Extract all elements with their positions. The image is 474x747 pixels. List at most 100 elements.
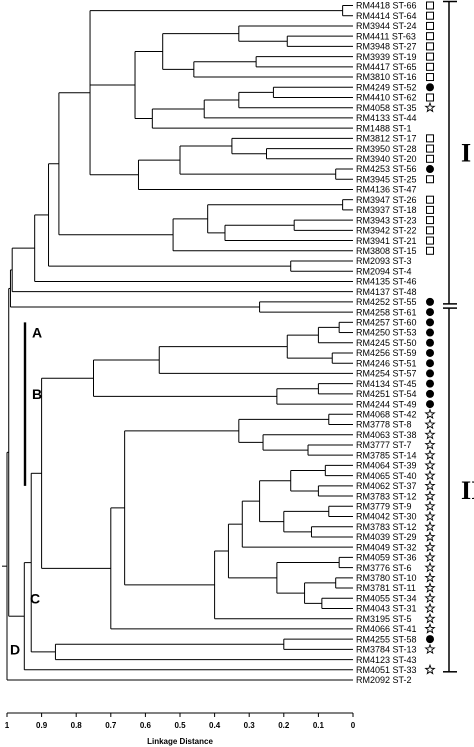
leaf-label: RM4123 ST-43 [356,655,417,665]
leaf-label: RM3779 ST-9 [356,501,412,511]
filled-circle-marker [426,328,434,337]
filled-circle-marker [426,308,434,317]
open-star-marker [424,541,436,552]
open-star-marker [424,643,436,655]
open-star-marker [424,408,436,420]
open-square-marker [426,236,434,245]
open-square-marker [426,134,434,143]
filled-circle-marker [426,379,434,388]
filled-circle-marker [426,400,434,409]
cluster-label-b: B [32,386,42,402]
filled-circle-marker [426,338,434,347]
leaf-label: RM4062 ST-37 [356,481,417,491]
x-tick-label: 0.2 [278,721,290,730]
leaf-label: RM3941 ST-21 [356,236,417,246]
leaf-label: RM4137 ST-48 [356,287,417,297]
leaf-label: RM4133 ST-44 [356,113,417,123]
filled-circle-marker [426,165,434,174]
open-square-marker [426,154,434,163]
leaf-label: RM1488 ST-1 [356,123,412,133]
leaf-label: RM3948 ST-27 [356,42,417,52]
open-star-marker [424,623,436,634]
leaf-label: RM4411 ST-63 [356,31,416,41]
leaf-label: RM3808 ST-15 [356,246,417,256]
open-star-marker [424,418,436,430]
open-square-marker [426,93,434,102]
open-star-marker [424,459,436,471]
leaf-label: RM3810 ST-16 [356,72,417,82]
leaf-label: RM4257 ST-60 [356,318,417,328]
cluster-labels: A B C D [10,325,42,658]
leaf-label: RM4066 ST-41 [356,624,417,634]
open-star-marker [424,101,436,113]
x-tick-label: 0.8 [71,721,83,730]
x-tick-label: 0.6 [140,721,152,730]
open-star-marker [424,520,436,532]
leaf-label: RM4068 ST-42 [356,410,417,420]
filled-circle-marker [426,359,434,368]
x-tick-label: 1 [5,721,10,730]
filled-circle-marker [426,83,434,92]
leaf-label: RM3784 ST-13 [356,645,417,655]
leaf-label: RM4051 ST-33 [356,665,417,675]
leaf-label: RM4059 ST-36 [356,553,417,563]
open-square-marker [426,195,434,204]
open-square-marker [426,216,434,225]
open-square-marker [426,42,434,51]
leaf-label: RM4417 ST-65 [356,62,417,72]
leaf-label: RM4049 ST-32 [356,542,417,552]
open-square-marker [426,1,434,10]
x-axis: Linkage Distance 1 0.9 0.8 0.7 0.6 0.5 0.4 0.3 0… [5,712,356,746]
leaf-label: RM4414 ST-64 [356,11,417,21]
open-star-marker [424,439,436,450]
leaf-label: RM3942 ST-22 [356,226,417,236]
open-star-marker [424,663,436,675]
dendrogram-tree [2,5,353,681]
open-star-marker [424,469,436,481]
leaf-label: RM2093 ST-3 [356,256,412,266]
open-square-marker [426,73,434,82]
leaf-label: RM4135 ST-46 [356,277,417,287]
filled-circle-marker [426,297,434,306]
leaf-label: RM3781 ST-11 [356,583,416,593]
leaf-label: RM3947 ST-26 [356,195,417,205]
leaf-label: RM3943 ST-23 [356,215,417,225]
leaf-label: RM3783 ST-12 [356,491,417,501]
leaf-label: RM4055 ST-34 [356,593,417,603]
cluster-label-c: C [30,590,40,606]
filled-circle-marker [426,635,434,644]
open-square-marker [426,246,434,255]
leaf-label: RM4043 ST-31 [356,604,417,614]
leaf-label: RM4245 ST-50 [356,338,417,348]
x-tick-label: 0 [351,721,356,730]
group-label-2: II [461,476,474,505]
open-square-marker [426,52,434,61]
leaf-label: RM4039 ST-29 [356,532,417,542]
leaf-label: RM4256 ST-59 [356,348,417,358]
leaf-label: RM4250 ST-53 [356,328,417,338]
leaf-label: RM3939 ST-19 [356,52,417,62]
group-label-1: I [461,139,471,168]
leaf-label: RM4063 ST-38 [356,430,417,440]
filled-circle-marker [426,369,434,378]
x-tick-label: 0.4 [209,721,221,730]
leaf-label: RM4255 ST-58 [356,634,417,644]
leaf-label: RM3812 ST-17 [356,134,417,144]
group-brackets: III [443,0,474,673]
leaf-label: RM2092 ST-2 [356,675,412,685]
open-star-marker [424,602,436,614]
leaf-label: RM4244 ST-49 [356,399,417,409]
open-star-marker [424,449,436,460]
open-star-marker [424,561,436,573]
open-square-marker [426,21,434,30]
leaf-label: RM4418 ST-66 [356,1,417,11]
leaf-label: RM4134 ST-45 [356,379,417,389]
leaf-label: RM3776 ST-6 [356,563,412,573]
leaf-label: RM3937 ST-18 [356,205,417,215]
leaf-label: RM3778 ST-8 [356,420,412,430]
leaf-label: RM3944 ST-24 [356,21,417,31]
leaf-label: RM3785 ST-14 [356,450,417,460]
filled-circle-marker [426,389,434,398]
